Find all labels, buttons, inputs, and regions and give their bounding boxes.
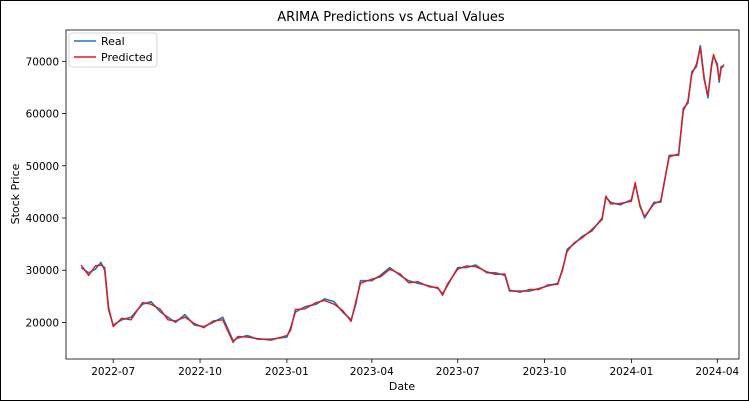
y-tick-label: 40000	[26, 213, 59, 225]
legend: Real Predicted	[68, 32, 158, 68]
y-tick-label: 60000	[26, 109, 59, 121]
legend-label-predicted: Predicted	[101, 51, 153, 64]
series-line-real	[80, 44, 724, 342]
x-tick-label: 2023-04	[350, 366, 394, 378]
x-tick-label: 2023-01	[265, 366, 309, 378]
chart-title: ARIMA Predictions vs Actual Values	[277, 10, 505, 25]
series-line-predicted	[80, 47, 725, 343]
y-tick-label: 20000	[26, 317, 59, 329]
x-tick-label: 2023-07	[436, 366, 480, 378]
x-axis-ticks: 2022-07 2022-10 2023-01 2023-04 2023-07 2023-…	[91, 359, 740, 378]
y-axis-ticks: 20000 30000 40000 50000 60000 70000	[26, 56, 66, 329]
y-tick-label: 30000	[26, 265, 59, 277]
x-tick-label: 2024-04	[695, 366, 739, 378]
y-axis-label: Stock Price	[9, 163, 22, 224]
y-tick-label: 50000	[26, 161, 59, 173]
x-axis-label: Date	[389, 380, 416, 393]
x-tick-label: 2024-01	[609, 366, 653, 378]
x-tick-label: 2022-10	[178, 366, 222, 378]
legend-label-real: Real	[101, 35, 125, 48]
plot-series	[80, 44, 725, 343]
x-tick-label: 2023-10	[523, 366, 567, 378]
plot-area-border	[65, 29, 740, 360]
x-tick-label: 2022-07	[91, 366, 135, 378]
y-tick-label: 70000	[26, 56, 59, 68]
